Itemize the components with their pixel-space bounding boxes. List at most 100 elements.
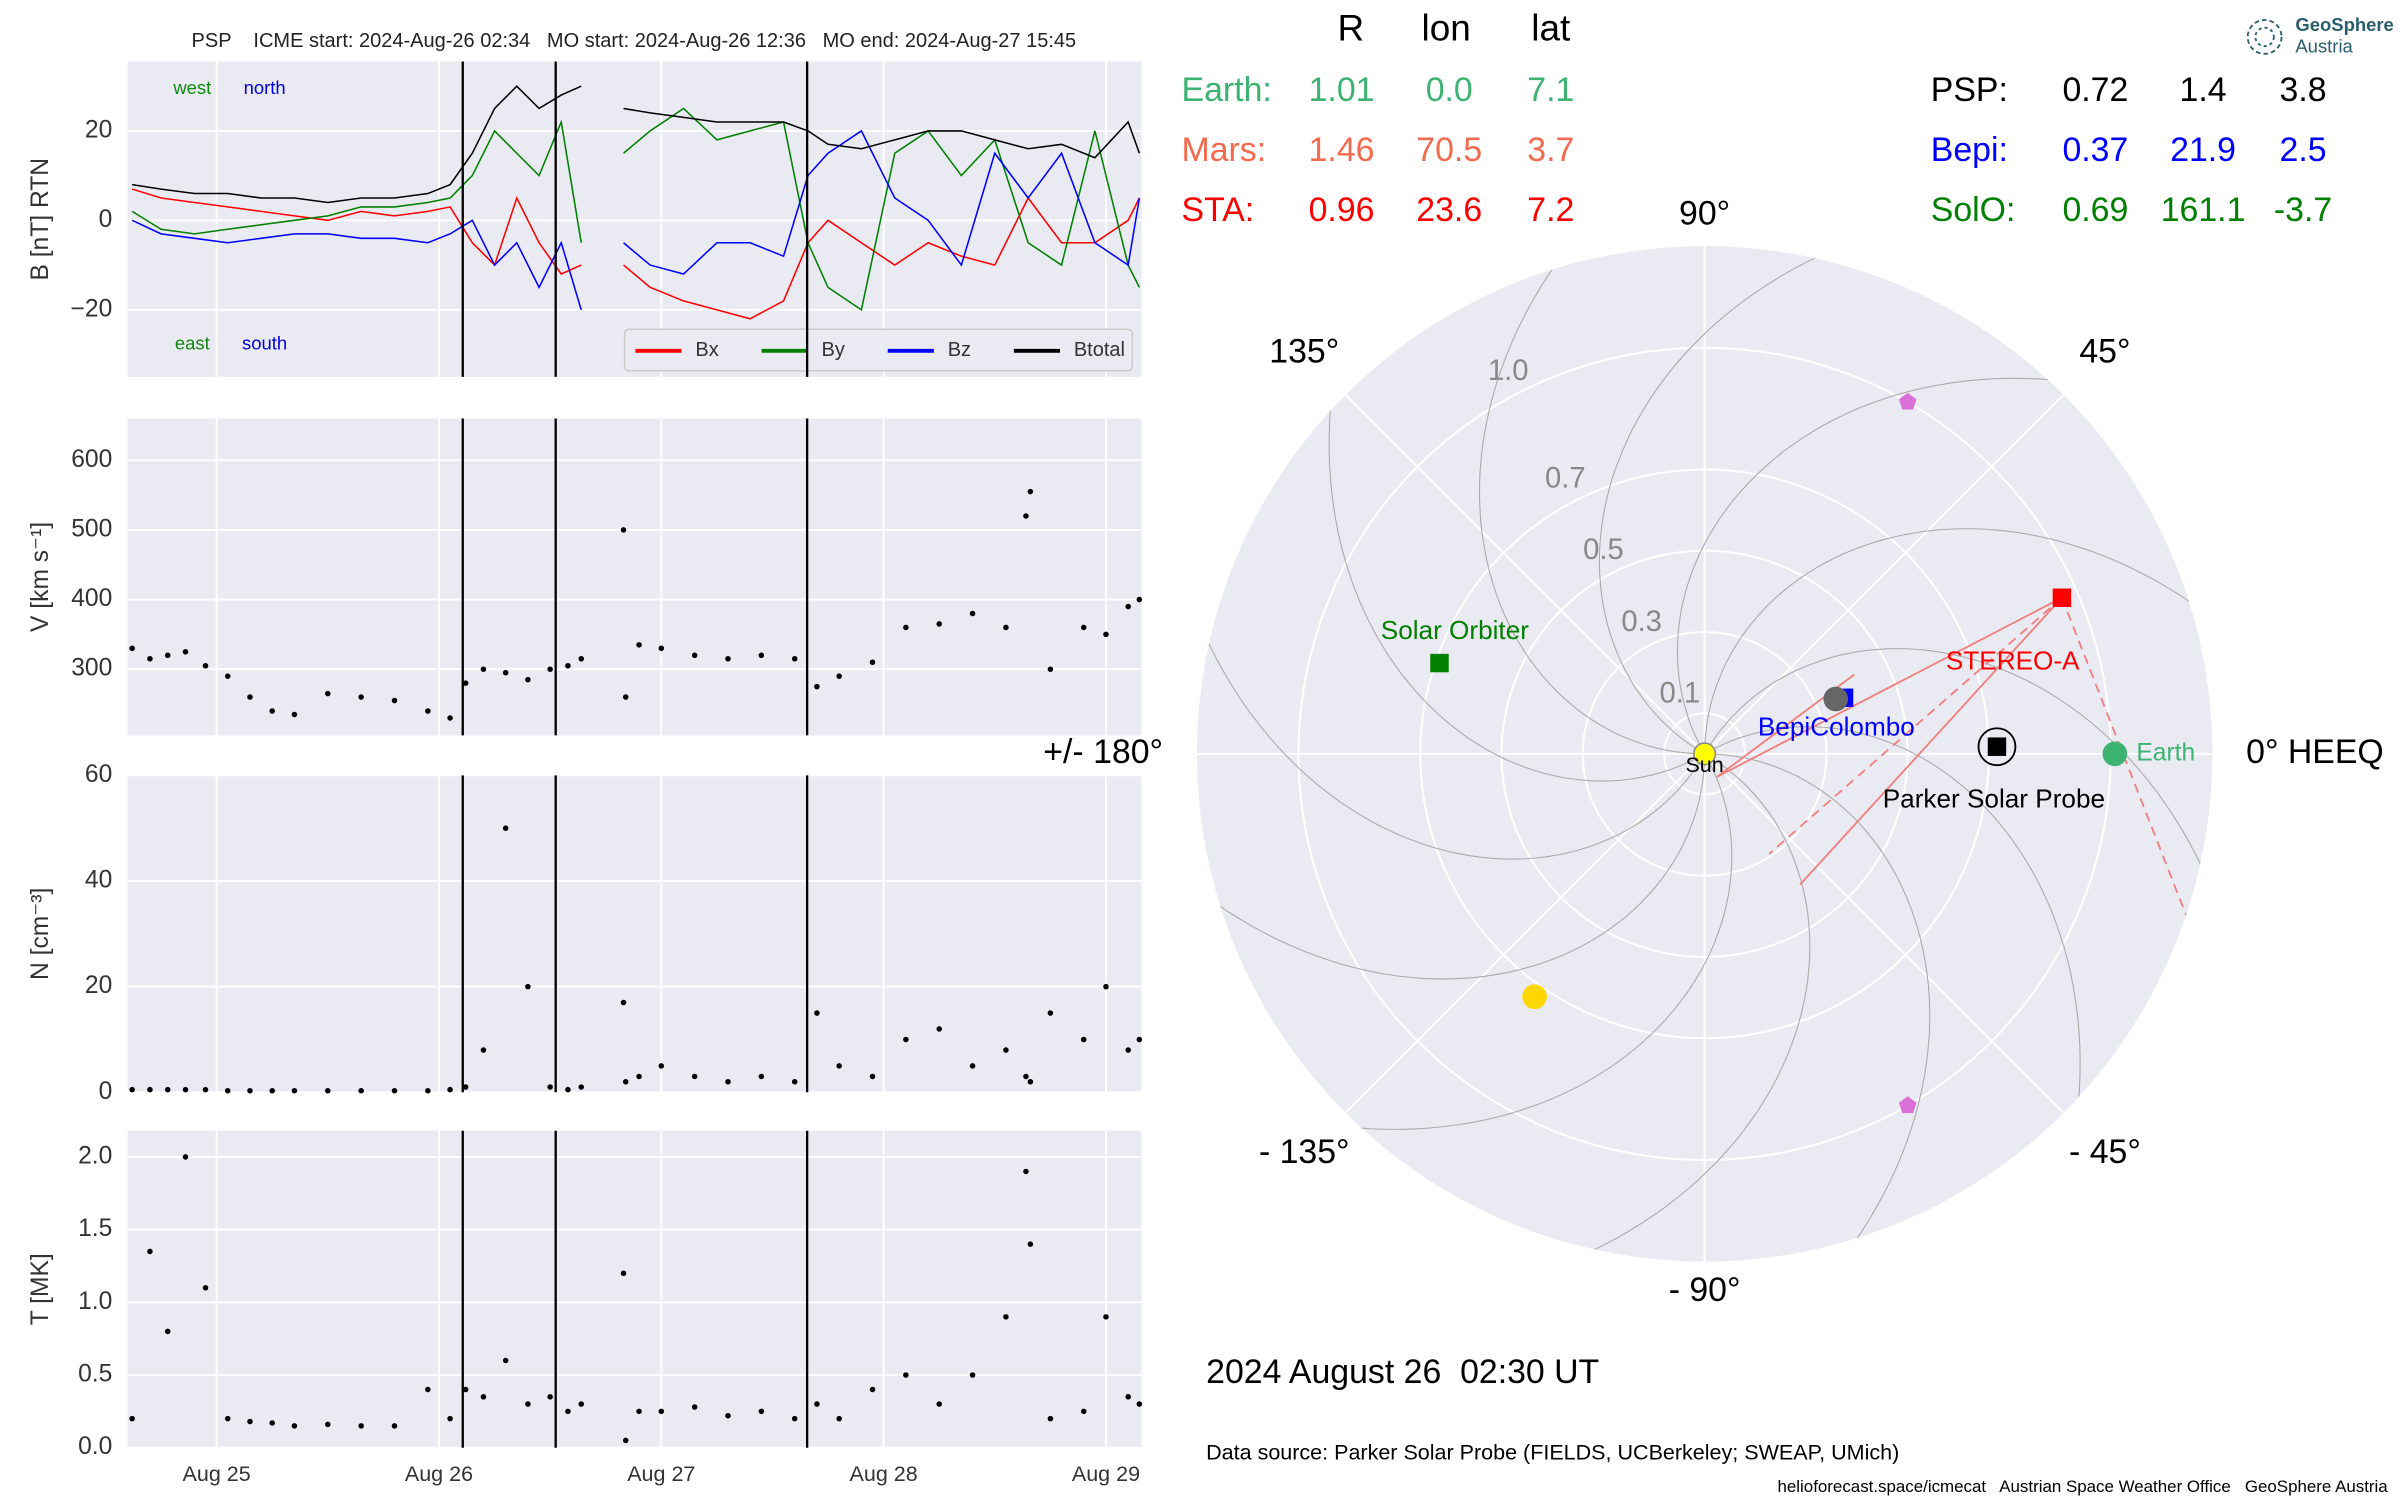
logo-text: Austria	[2295, 36, 2353, 57]
y-tick-label: 0	[99, 1078, 113, 1105]
panel: 0 20 40 60 N [cm⁻³]	[27, 761, 1143, 1105]
data-point	[725, 1412, 731, 1419]
data-point	[578, 1084, 585, 1090]
y-tick-label: 1.0	[78, 1288, 112, 1315]
table-row-name: Mars:	[1182, 131, 1267, 169]
object-label: BepiColombo	[1758, 711, 1915, 741]
object-marker	[1693, 742, 1717, 766]
plot-content	[131, 85, 1141, 320]
data-point	[1047, 1010, 1054, 1016]
data-point	[1125, 1047, 1131, 1053]
y-tick-label: 300	[71, 655, 112, 682]
data-point	[620, 527, 627, 533]
y-tick-label: 40	[85, 867, 112, 894]
object-marker	[1823, 686, 1849, 712]
data-point	[291, 1087, 298, 1094]
y-tick-label: 1.5	[78, 1215, 112, 1242]
y-tick-label: 600	[71, 446, 112, 473]
data-point	[791, 1078, 798, 1085]
annotation: west	[172, 77, 211, 98]
data-point	[691, 1073, 698, 1080]
series-line	[131, 129, 1141, 311]
data-point	[758, 1073, 765, 1080]
r-tick-label: 0.3	[1621, 606, 1662, 638]
r-tick-label: 0.7	[1545, 462, 1586, 494]
data-point	[620, 999, 627, 1006]
data-point	[425, 1386, 431, 1393]
table-cell: 21.9	[2170, 131, 2236, 169]
data-point	[164, 652, 171, 659]
grid-ring	[1500, 549, 1909, 958]
data-point	[1003, 624, 1009, 631]
object-label: Solar Orbiter	[1381, 615, 1529, 645]
spiral-line	[1704, 753, 1931, 1262]
data-point	[325, 690, 331, 697]
data-point	[836, 673, 842, 679]
annotation: south	[242, 332, 287, 353]
data-point	[502, 669, 509, 676]
data-point	[462, 1084, 469, 1090]
table-cell: 0.96	[1309, 191, 1375, 229]
data-point	[447, 1086, 453, 1093]
plot-area	[127, 61, 1142, 377]
legend-label: By	[822, 339, 845, 361]
data-point	[391, 1423, 398, 1429]
spiral-line	[1479, 246, 1705, 755]
object-label: STEREO-A	[1946, 645, 2080, 675]
data-point	[1047, 1415, 1054, 1422]
object-marker	[2052, 588, 2072, 607]
data-point	[636, 642, 642, 648]
table-cell: 2.5	[2280, 131, 2327, 169]
data-point	[725, 655, 731, 662]
spiral-line	[1704, 528, 2213, 754]
angle-tick-label: 135°	[1269, 332, 1339, 370]
data-point	[547, 666, 553, 672]
y-axis-label: N [cm⁻³]	[27, 888, 54, 980]
plot-content	[129, 825, 1143, 1094]
panel: 300 400 500 600 V [km s⁻¹]	[27, 418, 1143, 736]
table-row-name: Earth:	[1182, 71, 1272, 109]
y-tick-label: 400	[71, 585, 112, 612]
plot-content	[129, 488, 1143, 721]
y-tick-label: 0.0	[78, 1433, 112, 1460]
data-point	[164, 1086, 171, 1093]
series-line	[132, 85, 1141, 204]
data-point	[622, 1437, 629, 1444]
logo: GeoSphere Austria	[2246, 14, 2394, 57]
data-point	[869, 1386, 876, 1393]
data-point	[1080, 1408, 1087, 1415]
data-point	[1080, 1036, 1087, 1043]
y-tick-label: 20	[85, 116, 112, 143]
data-point	[620, 1270, 627, 1277]
r-tick-label: 1.0	[1488, 355, 1529, 387]
logo-text: GeoSphere	[2295, 14, 2393, 35]
data-point	[836, 1063, 842, 1069]
data-point	[480, 666, 487, 672]
data-point	[1023, 1168, 1029, 1175]
plot-area	[127, 775, 1142, 1093]
data-point	[269, 1087, 275, 1094]
data-point	[903, 1372, 909, 1378]
table-cell: 3.8	[2280, 71, 2327, 109]
spiral-line	[1196, 753, 1706, 980]
data-point	[182, 649, 189, 655]
data-point	[1103, 983, 1109, 990]
data-point	[129, 1086, 135, 1093]
panel: −20 0 20 B [nT] RTN west north east south Bx By Bz…	[27, 30, 1142, 377]
table-header: lat	[1531, 8, 1570, 49]
data-point	[1125, 603, 1131, 610]
data-point	[480, 1394, 487, 1400]
grid-line	[1344, 394, 1706, 755]
data-point	[1080, 624, 1087, 631]
data-point	[391, 1087, 398, 1094]
data-point	[291, 711, 298, 718]
data-point	[1047, 666, 1054, 672]
annotation: east	[175, 332, 210, 353]
plot-content	[129, 1154, 1143, 1444]
data-point	[391, 697, 398, 704]
table-cell: 0.69	[2062, 191, 2128, 229]
data-point	[578, 655, 585, 662]
object-marker	[1430, 653, 1449, 673]
